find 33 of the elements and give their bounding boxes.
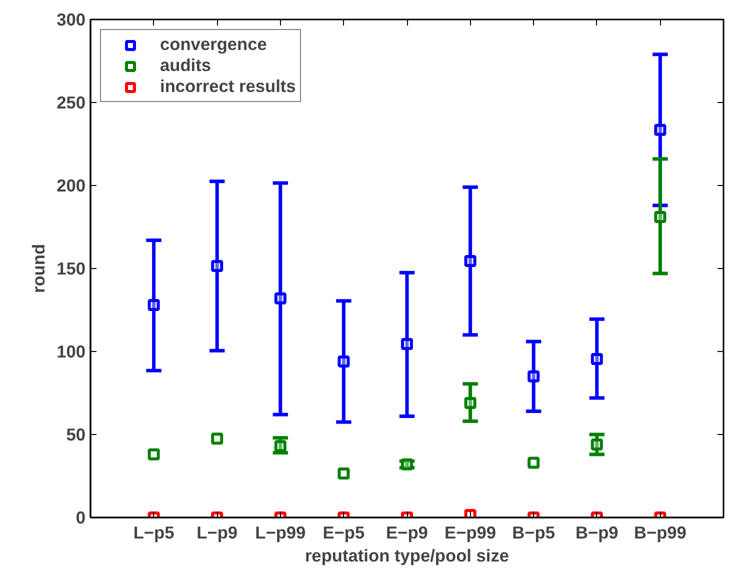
legend-label: incorrect results [160, 76, 296, 97]
x-tick-label: B−p5 [512, 522, 556, 542]
point [464, 396, 476, 409]
point [211, 260, 224, 272]
y-tick-label: 50 [66, 424, 86, 444]
point [148, 448, 160, 460]
point [654, 211, 666, 224]
x-tick-label: B−p99 [634, 522, 686, 542]
point [148, 299, 160, 312]
point [528, 370, 540, 382]
x-tick-label: E−p5 [322, 522, 366, 542]
point [401, 338, 413, 350]
point [274, 292, 286, 304]
point [590, 438, 603, 450]
point [338, 355, 350, 368]
x-tick-label: E−p99 [444, 522, 496, 542]
x-tick-label: L−p9 [196, 522, 238, 542]
y-tick-label: 200 [56, 176, 86, 196]
point [590, 352, 603, 365]
x-tick-label: E−p9 [386, 522, 428, 542]
y-axis-title: round [28, 244, 49, 294]
y-tick-label: 100 [56, 342, 86, 362]
legend-label: convergence [160, 34, 267, 55]
y-tick-label: 250 [56, 92, 86, 112]
x-tick-label: L−p5 [133, 522, 175, 542]
y-tick-label: 0 [76, 508, 86, 528]
x-tick-label: B−p9 [575, 522, 618, 542]
x-axis-title: reputation type/pool size [304, 546, 510, 566]
legend-label: audits [160, 55, 212, 76]
y-tick-label: 300 [56, 10, 86, 30]
y-tick-label: 150 [56, 258, 86, 278]
point [464, 255, 476, 268]
x-tick-label: L−p99 [255, 522, 306, 542]
